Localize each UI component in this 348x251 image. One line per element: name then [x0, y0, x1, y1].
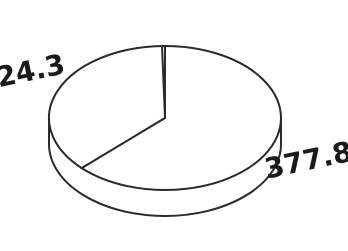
- chart: 224.3377.8: [0, 0, 348, 251]
